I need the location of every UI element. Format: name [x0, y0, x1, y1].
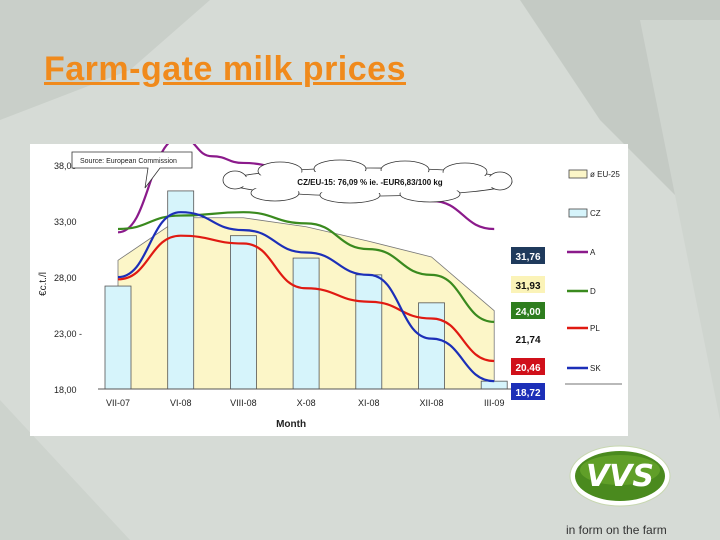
- x-tick-label: VIII-08: [230, 398, 257, 408]
- callout-cloud-fill: [232, 171, 508, 193]
- bar-cz: [229, 235, 257, 390]
- y-axis-label: €c.t./l: [38, 272, 49, 296]
- legend-label: PL: [590, 324, 600, 333]
- source-label: Source: European Commission: [80, 158, 177, 165]
- svg-text:VVS: VVS: [586, 459, 654, 494]
- x-tick-label: III-09: [484, 398, 505, 408]
- end-label: 21,74: [515, 335, 540, 346]
- chart-frame: 38,00 33,00 28,00 23,00 - 18,00 €c.t./l VII-07…: [30, 144, 628, 436]
- end-label-bg: [511, 358, 545, 375]
- vvs-logo: VVS: [569, 445, 671, 507]
- legend-label: ø EU-25: [590, 170, 620, 179]
- callout-text: CZ/EU-15: 76,09 % ie. -EUR6,83/100 kg: [297, 178, 443, 187]
- bar-cz: [355, 274, 383, 390]
- x-tick-label: XII-08: [419, 398, 443, 408]
- tagline: in form on the farm: [566, 523, 667, 537]
- bar-cz: [167, 190, 195, 390]
- y-tick-label: 38,00: [54, 161, 77, 171]
- y-tick-label: 33,00: [54, 217, 77, 227]
- y-tick-label: 18,00: [54, 385, 77, 395]
- end-label: 31,76: [515, 252, 540, 263]
- x-tick-label: VI-08: [170, 398, 192, 408]
- end-label: 18,72: [515, 388, 540, 399]
- legend-label: A: [590, 248, 596, 257]
- legend-swatch: [568, 208, 588, 218]
- x-tick-label: X-08: [297, 398, 316, 408]
- end-label-bg: [511, 276, 545, 293]
- source-callout-box: [71, 151, 193, 189]
- end-label: 24,00: [515, 307, 540, 318]
- end-label-bg: [511, 383, 545, 400]
- end-label-bg: [511, 330, 545, 347]
- bar-cz: [480, 380, 508, 390]
- end-label-bg: [511, 302, 545, 319]
- bar-cz: [292, 257, 320, 390]
- x-tick-label: VII-07: [106, 398, 130, 408]
- line-sk: [117, 211, 495, 383]
- milk-price-chart: 38,00 33,00 28,00 23,00 - 18,00 €c.t./l VII-07…: [30, 144, 628, 436]
- end-label-bg: [511, 247, 545, 264]
- y-tick-label: 28,00: [54, 273, 77, 283]
- legend-label: D: [590, 287, 596, 296]
- bar-cz: [418, 302, 445, 390]
- line-pl: [117, 234, 495, 363]
- legend-swatch: [568, 169, 588, 179]
- slide-title: Farm-gate milk prices: [44, 50, 406, 88]
- y-tick-label: 23,00 -: [54, 329, 82, 339]
- x-tick-label: XI-08: [358, 398, 380, 408]
- legend-label: CZ: [590, 209, 601, 218]
- x-axis-label: Month: [276, 419, 306, 430]
- legend-label: SK: [590, 364, 601, 373]
- end-label: 31,93: [515, 281, 540, 292]
- line-d: [117, 211, 495, 323]
- end-label: 20,46: [515, 363, 540, 374]
- bar-cz: [104, 285, 132, 390]
